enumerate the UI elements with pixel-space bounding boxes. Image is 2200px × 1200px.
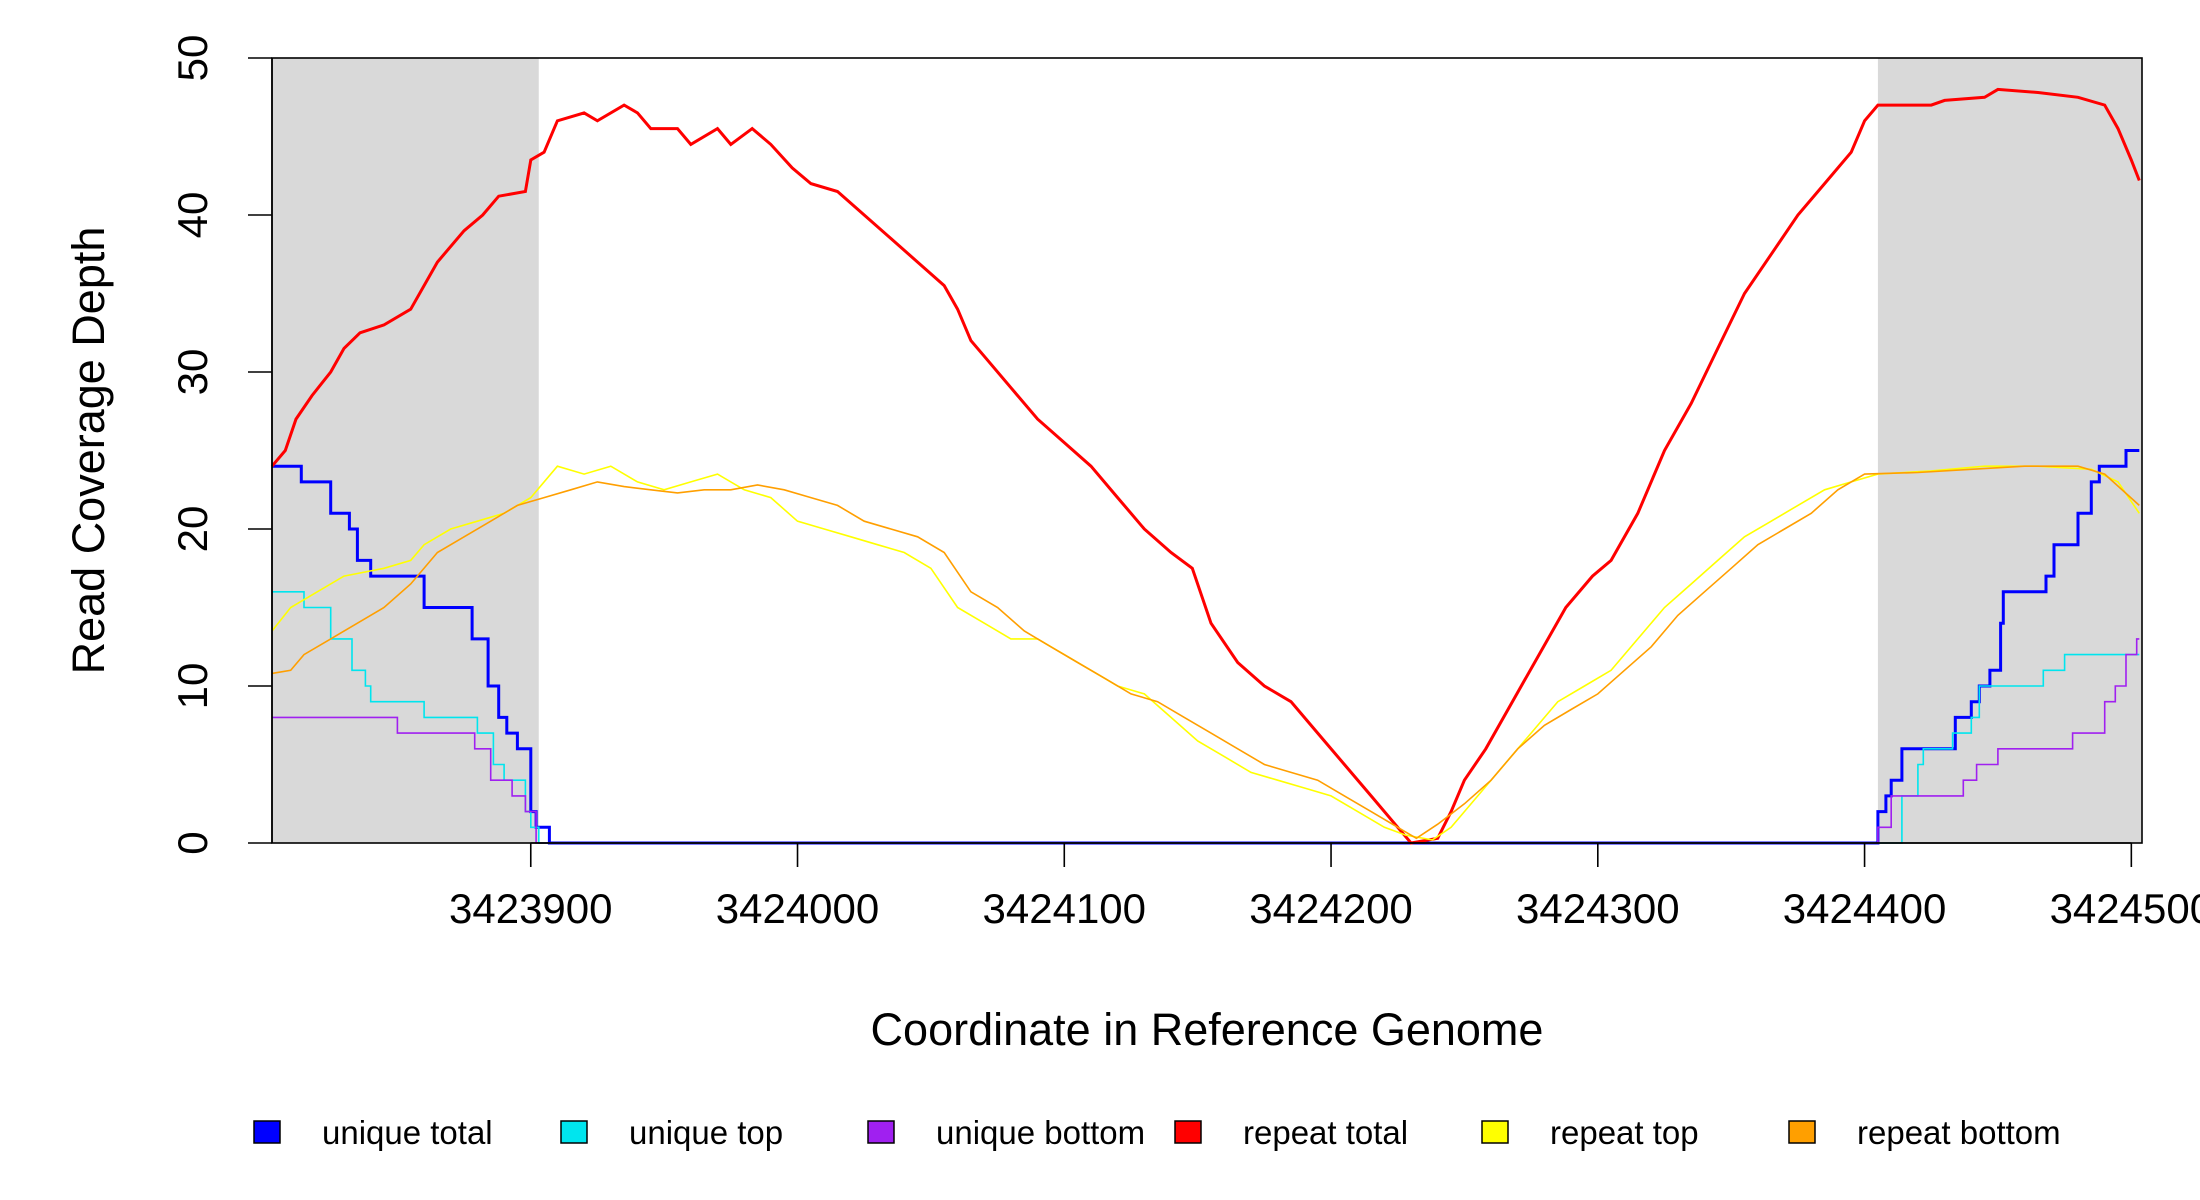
legend-swatch xyxy=(560,1120,588,1144)
x-tick-label: 3424000 xyxy=(716,885,880,932)
x-axis: 3423900 3424000 3424100 3424200 3424300 34244… xyxy=(449,842,2200,932)
x-tick-label: 3423900 xyxy=(449,885,613,932)
x-tick-label: 3424200 xyxy=(1249,885,1413,932)
plot-area-frame xyxy=(271,57,2143,844)
y-tick-label: 20 xyxy=(169,506,216,553)
legend-item-repeat-total: repeat total xyxy=(1174,1114,1408,1151)
legend: unique total unique top unique bottom repea… xyxy=(253,1114,2061,1151)
series-lines xyxy=(270,87,2141,845)
legend-label: repeat total xyxy=(1243,1114,1408,1151)
y-tick-label: 10 xyxy=(169,663,216,710)
series-line-unique-top xyxy=(272,591,2140,844)
y-tick-label: 30 xyxy=(169,349,216,396)
legend-item-repeat-bottom: repeat bottom xyxy=(1788,1114,2061,1151)
legend-label: repeat bottom xyxy=(1857,1114,2061,1151)
shaded-region-2 xyxy=(1877,58,2142,843)
legend-swatch xyxy=(867,1120,895,1144)
series-line-unique-bottom xyxy=(272,638,2140,844)
legend-swatch xyxy=(1788,1120,1816,1144)
legend-label: unique top xyxy=(629,1114,783,1151)
x-axis-title: Coordinate in Reference Genome xyxy=(871,1004,1544,1055)
series-line-repeat-total xyxy=(270,87,2141,845)
legend-item-unique-total: unique total xyxy=(253,1114,493,1151)
legend-label: repeat top xyxy=(1550,1114,1699,1151)
shaded-regions xyxy=(272,58,2142,843)
legend-label: unique bottom xyxy=(936,1114,1145,1151)
legend-swatch xyxy=(1481,1120,1509,1144)
y-tick-label: 50 xyxy=(169,35,216,82)
legend-swatch xyxy=(253,1120,281,1144)
x-tick-label: 3424300 xyxy=(1516,885,1680,932)
x-tick-label: 3424500 xyxy=(2050,885,2200,932)
y-tick-label: 40 xyxy=(169,192,216,239)
y-axis-title: Read Coverage Depth xyxy=(63,227,114,675)
shaded-region-1 xyxy=(272,58,539,843)
x-tick-label: 3424100 xyxy=(983,885,1147,932)
y-axis: 0 10 20 30 40 50 xyxy=(169,35,273,855)
legend-item-unique-bottom: unique bottom xyxy=(867,1114,1145,1151)
series-line-unique-total xyxy=(272,449,2140,845)
series-line-repeat-bottom xyxy=(271,465,2140,840)
y-tick-label: 0 xyxy=(169,831,216,854)
legend-item-unique-top: unique top xyxy=(560,1114,783,1151)
series-line-repeat-top xyxy=(271,465,2140,841)
legend-item-repeat-top: repeat top xyxy=(1481,1114,1699,1151)
legend-swatch xyxy=(1174,1120,1202,1144)
x-tick-label: 3424400 xyxy=(1783,885,1947,932)
legend-label: unique total xyxy=(322,1114,493,1151)
